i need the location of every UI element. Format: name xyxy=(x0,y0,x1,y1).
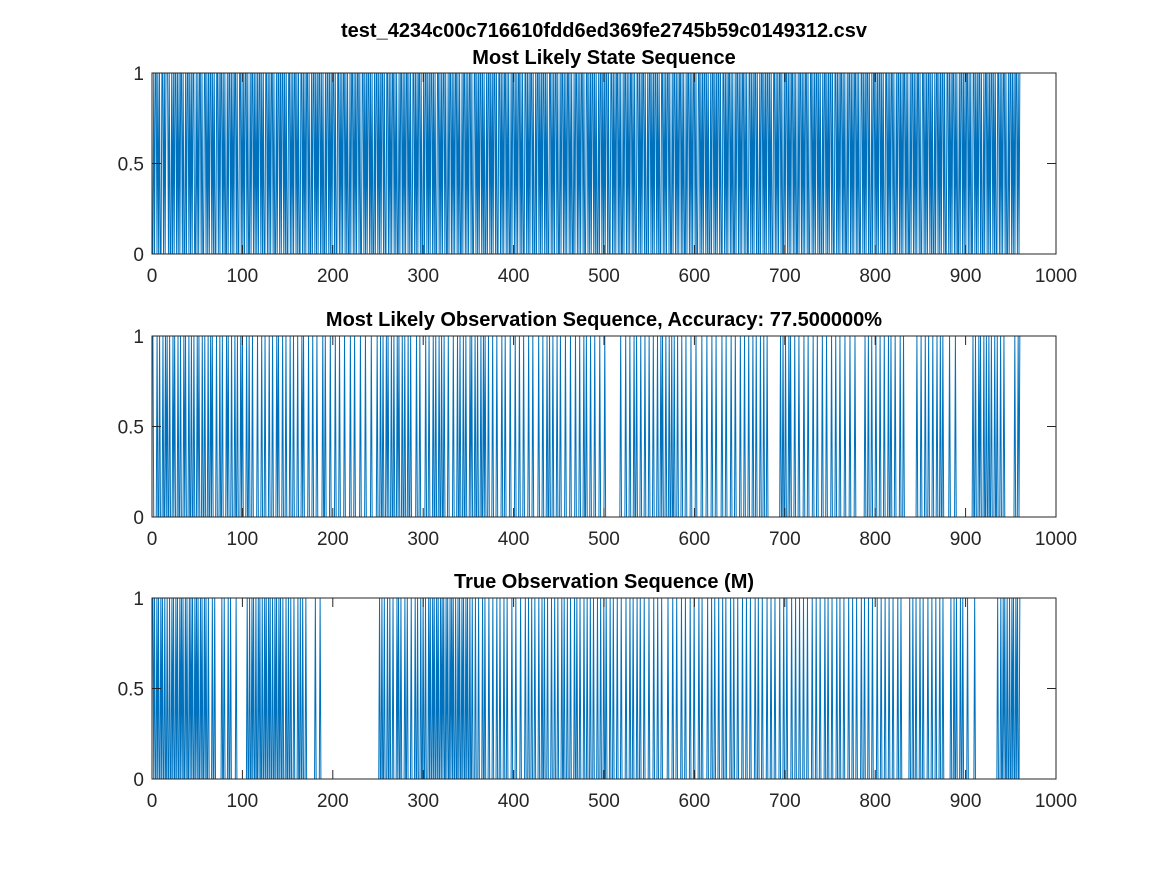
x-tick-label: 600 xyxy=(679,529,711,550)
figure-title: test_4234c00c716610fdd6ed369fe2745b59c01… xyxy=(341,20,868,42)
x-tick-label: 0 xyxy=(147,266,158,287)
x-tick-label: 100 xyxy=(227,529,259,550)
x-tick-label: 1000 xyxy=(1035,791,1077,812)
y-tick-label: 0 xyxy=(133,770,144,791)
x-tick-label: 600 xyxy=(679,791,711,812)
x-tick-label: 200 xyxy=(317,529,349,550)
x-tick-label: 300 xyxy=(407,529,439,550)
y-tick-label: 1 xyxy=(133,327,144,348)
subplot-2: Most Likely Observation Sequence, Accura… xyxy=(118,309,1078,550)
x-tick-label: 500 xyxy=(588,791,620,812)
x-tick-label: 0 xyxy=(147,529,158,550)
x-tick-label: 0 xyxy=(147,791,158,812)
x-tick-label: 400 xyxy=(498,266,530,287)
x-tick-label: 800 xyxy=(859,529,891,550)
x-tick-label: 1000 xyxy=(1035,266,1077,287)
x-tick-label: 200 xyxy=(317,791,349,812)
x-tick-label: 800 xyxy=(859,266,891,287)
x-tick-label: 800 xyxy=(859,791,891,812)
subplot-title: Most Likely State Sequence xyxy=(472,47,735,69)
x-tick-label: 900 xyxy=(950,529,982,550)
x-tick-label: 700 xyxy=(769,791,801,812)
series-line xyxy=(152,72,1021,255)
series-line xyxy=(152,335,1021,518)
x-tick-label: 400 xyxy=(498,529,530,550)
x-tick-label: 500 xyxy=(588,266,620,287)
y-tick-label: 0 xyxy=(133,508,144,529)
subplot-3: True Observation Sequence (M) 0 100 200 300 4… xyxy=(118,571,1078,812)
x-tick-label: 400 xyxy=(498,791,530,812)
y-tick-label: 0.5 xyxy=(118,680,144,701)
subplot-title: True Observation Sequence (M) xyxy=(454,571,754,593)
x-tick-label: 500 xyxy=(588,529,620,550)
y-tick-label: 0.5 xyxy=(118,418,144,439)
y-tick-label: 1 xyxy=(133,64,144,85)
x-tick-label: 100 xyxy=(227,266,259,287)
subplot-1: Most Likely State Sequence 0 100 200 300 400 5… xyxy=(118,47,1078,287)
x-tick-label: 1000 xyxy=(1035,529,1077,550)
x-tick-label: 700 xyxy=(769,266,801,287)
x-tick-label: 100 xyxy=(227,791,259,812)
x-tick-label: 700 xyxy=(769,529,801,550)
y-tick-label: 1 xyxy=(133,589,144,610)
x-tick-label: 300 xyxy=(407,791,439,812)
x-tick-label: 300 xyxy=(407,266,439,287)
x-tick-label: 200 xyxy=(317,266,349,287)
y-tick-label: 0 xyxy=(133,245,144,266)
y-tick-label: 0.5 xyxy=(118,155,144,176)
x-tick-label: 600 xyxy=(679,266,711,287)
series-line xyxy=(152,597,1021,780)
subplot-title: Most Likely Observation Sequence, Accura… xyxy=(326,309,882,331)
x-tick-label: 900 xyxy=(950,791,982,812)
x-tick-label: 900 xyxy=(950,266,982,287)
